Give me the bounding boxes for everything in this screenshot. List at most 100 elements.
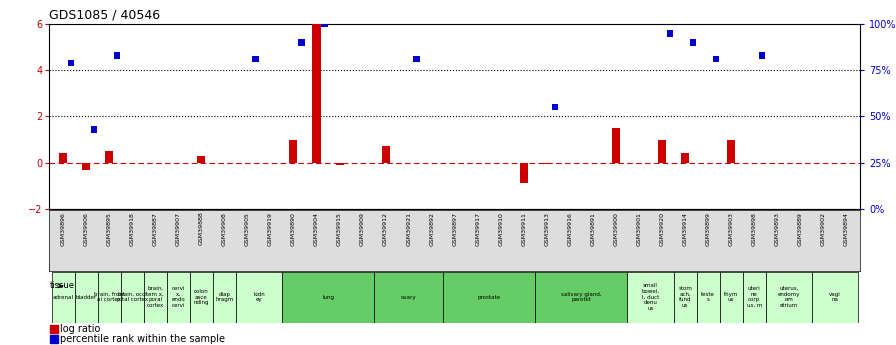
Text: GSM39907: GSM39907 (176, 211, 181, 246)
Bar (413, 56, 420, 62)
Text: GSM39905: GSM39905 (245, 211, 250, 246)
Bar (143, 272, 167, 323)
Text: GSM39902: GSM39902 (821, 211, 826, 246)
Bar (719, 272, 743, 323)
Bar (59, 153, 67, 162)
Text: cervi
x,
endo
cervi: cervi x, endo cervi (171, 286, 185, 308)
Text: GSM39887: GSM39887 (152, 211, 158, 246)
Bar (298, 39, 305, 46)
Text: GDS1085 / 40546: GDS1085 / 40546 (49, 8, 160, 21)
Bar (289, 139, 297, 162)
Text: GSM39901: GSM39901 (636, 211, 642, 246)
Bar (90, 126, 98, 132)
Bar (52, 272, 74, 323)
Text: GSM39920: GSM39920 (659, 211, 665, 246)
Text: uterus,
endomy
om
etrium: uterus, endomy om etrium (778, 286, 800, 308)
Text: vagi
na: vagi na (829, 292, 840, 303)
Bar (444, 272, 535, 323)
Text: brain,
tem x,
poral
cortex: brain, tem x, poral cortex (146, 286, 164, 308)
Bar (121, 272, 143, 323)
Text: tissue: tissue (50, 281, 74, 290)
Text: GSM39919: GSM39919 (268, 211, 273, 246)
Text: GSM39917: GSM39917 (475, 211, 480, 246)
Bar (681, 153, 689, 162)
Text: ovary: ovary (401, 295, 417, 299)
Bar (98, 272, 121, 323)
Bar (236, 272, 282, 323)
Text: brain, occi
pital cortex: brain, occi pital cortex (116, 292, 148, 303)
Text: brain, front
al cortex: brain, front al cortex (94, 292, 125, 303)
Bar (658, 139, 666, 162)
Text: GSM39900: GSM39900 (614, 211, 618, 246)
Text: GSM39904: GSM39904 (314, 211, 319, 246)
Text: GSM39914: GSM39914 (683, 211, 687, 246)
Bar (213, 272, 236, 323)
Bar (552, 104, 558, 110)
Text: percentile rank within the sample: percentile rank within the sample (61, 334, 226, 344)
Text: kidn
ey: kidn ey (253, 292, 265, 303)
Text: GSM39908: GSM39908 (222, 211, 227, 246)
Text: GSM39912: GSM39912 (383, 211, 388, 246)
Text: GSM39918: GSM39918 (130, 211, 134, 246)
Text: lung: lung (322, 295, 334, 299)
Bar (252, 56, 259, 62)
Bar (375, 272, 444, 323)
Text: colon
asce
nding: colon asce nding (194, 289, 209, 305)
Bar (322, 21, 328, 27)
Bar (382, 146, 390, 162)
Text: bladder: bladder (75, 295, 97, 299)
Text: salivary gland,
parotid: salivary gland, parotid (561, 292, 602, 303)
Bar (627, 272, 674, 323)
Bar (690, 39, 696, 46)
Bar (82, 162, 90, 169)
Bar (520, 162, 528, 183)
Bar (766, 272, 812, 323)
Text: GSM39899: GSM39899 (706, 211, 711, 246)
Bar (313, 24, 321, 162)
Bar (535, 272, 627, 323)
Bar (743, 272, 766, 323)
Bar (543, 162, 551, 164)
Text: adrenal: adrenal (53, 295, 73, 299)
Bar (759, 52, 765, 59)
Text: GSM39890: GSM39890 (291, 211, 296, 246)
Bar (812, 272, 857, 323)
Text: thym
us: thym us (724, 292, 738, 303)
Bar (674, 272, 696, 323)
Bar (667, 30, 673, 37)
Bar (696, 272, 719, 323)
Bar (335, 162, 343, 165)
Text: GSM39915: GSM39915 (337, 211, 342, 246)
Bar (114, 52, 120, 59)
Bar (728, 139, 736, 162)
Text: GSM39893: GSM39893 (775, 211, 780, 246)
Text: GSM39889: GSM39889 (797, 211, 803, 246)
Text: GSM39911: GSM39911 (521, 211, 526, 246)
Text: GSM39895: GSM39895 (107, 211, 112, 246)
Text: GSM39888: GSM39888 (199, 211, 203, 245)
Text: prostate: prostate (478, 295, 501, 299)
Bar (190, 272, 213, 323)
Text: GSM39909: GSM39909 (360, 211, 365, 246)
Bar (50, 325, 57, 333)
Text: GSM39892: GSM39892 (429, 211, 435, 246)
Text: GSM39910: GSM39910 (498, 211, 504, 246)
Text: teste
s: teste s (702, 292, 715, 303)
Bar (197, 156, 205, 162)
Bar (167, 272, 190, 323)
Text: GSM39897: GSM39897 (452, 211, 457, 246)
Bar (50, 335, 57, 343)
Text: uteri
ne
corp
us, m: uteri ne corp us, m (746, 286, 762, 308)
Text: GSM39903: GSM39903 (728, 211, 734, 246)
Bar (105, 151, 113, 162)
Text: small
bowel,
I, duct
denu
us: small bowel, I, duct denu us (642, 283, 659, 311)
Text: GSM39913: GSM39913 (545, 211, 549, 246)
Text: GSM39906: GSM39906 (83, 211, 89, 246)
Bar (612, 128, 620, 162)
Bar (713, 56, 719, 62)
Text: GSM39891: GSM39891 (590, 211, 596, 246)
Text: GSM39921: GSM39921 (406, 211, 411, 246)
Bar (282, 272, 375, 323)
Text: GSM39896: GSM39896 (61, 211, 65, 246)
Text: log ratio: log ratio (61, 324, 101, 334)
